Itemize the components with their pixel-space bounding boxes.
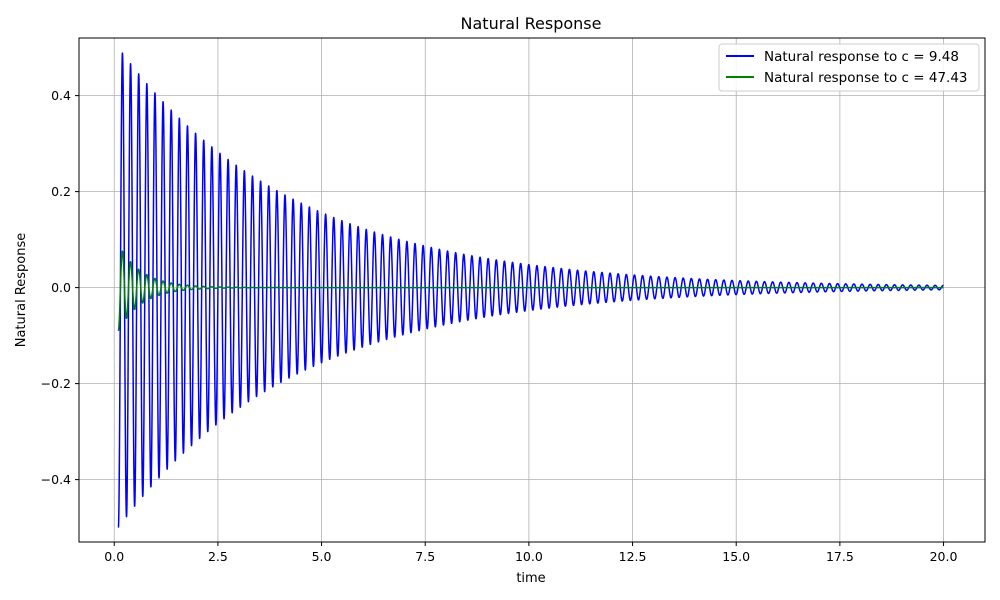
y-tick-label: 0.0 (51, 280, 71, 295)
legend-box (718, 43, 980, 92)
x-tick-label: 15.0 (722, 549, 750, 564)
x-tick-label: 0.0 (104, 549, 124, 564)
x-ticks: 0.0 2.5 5.0 7.5 10.0 12.5 15.0 17.5 20.0 (104, 542, 957, 564)
legend: Natural response to c = 9.48 Natural res… (718, 43, 980, 92)
legend-label-series-1: Natural response to c = 9.48 (764, 49, 959, 65)
x-tick-label: 17.5 (826, 549, 854, 564)
series-line-1 (117, 52, 945, 528)
x-tick-label: 10.0 (515, 549, 543, 564)
x-tick-label: 7.5 (415, 549, 435, 564)
y-ticks: −0.4 −0.2 0.0 0.2 0.4 (41, 88, 79, 487)
y-tick-label: −0.4 (41, 472, 71, 487)
x-tick-label: 12.5 (619, 549, 647, 564)
y-axis-label: Natural Response (14, 233, 29, 348)
x-tick-label: 5.0 (312, 549, 332, 564)
legend-label-series-2: Natural response to c = 47.43 (764, 70, 968, 86)
x-axis-label: time (516, 571, 545, 586)
y-tick-label: −0.2 (41, 376, 71, 391)
x-tick-label: 20.0 (930, 549, 958, 564)
grid (79, 38, 985, 542)
y-tick-label: 0.2 (51, 184, 71, 199)
y-tick-label: 0.4 (51, 88, 71, 103)
series-layer (117, 52, 945, 528)
plot-frame (78, 37, 986, 543)
series-line-2 (117, 250, 945, 332)
x-tick-label: 2.5 (208, 549, 228, 564)
chart-title: Natural Response (461, 14, 602, 33)
